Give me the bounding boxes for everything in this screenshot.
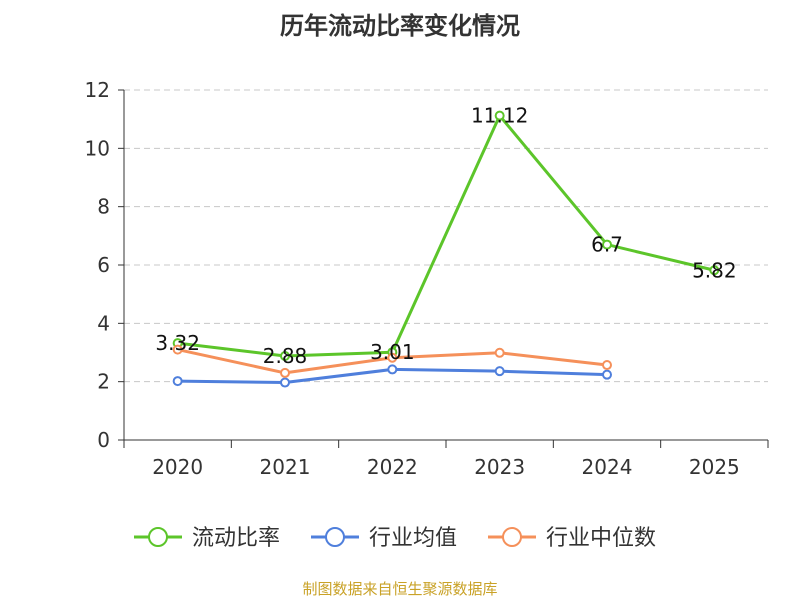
data-point [280, 351, 290, 361]
series-line [177, 114, 715, 358]
legend-label: 流动比率 [192, 526, 280, 551]
chart-title: 历年流动比率变化情况 [280, 12, 520, 40]
data-label: 3.32 [155, 331, 200, 355]
data-point [172, 344, 183, 355]
y-tick-label: 0 [97, 428, 110, 452]
data-point [602, 239, 612, 250]
axes: 0 2 4 6 8 10 12 2020 2021 2022 2023 2024 2025 [85, 78, 769, 479]
data-point [709, 265, 720, 276]
y-tick-label: 4 [97, 311, 110, 335]
y-tick-label: 6 [97, 253, 110, 277]
legend-marker [502, 527, 522, 547]
data-label: 11.12 [471, 104, 528, 128]
legend-label: 行业中位数 [546, 526, 656, 551]
x-tick-label: 2021 [260, 455, 311, 479]
x-tick-label: 2025 [689, 455, 740, 479]
y-tick-label: 10 [85, 136, 110, 160]
x-tick-label: 2020 [152, 455, 203, 479]
data-point [494, 366, 505, 377]
data-label: 6.7 [591, 233, 623, 257]
legend-marker [325, 527, 345, 547]
data-point [494, 110, 505, 121]
data-label: 2.88 [263, 344, 308, 368]
x-tick-label: 2023 [474, 455, 525, 479]
legend-item[interactable]: 行业均值 [311, 526, 457, 551]
grid-lines [124, 89, 768, 383]
data-labels: 3.32 2.88 3.01 11.12 6.7 5.82 [155, 104, 736, 368]
series-lines [172, 110, 720, 388]
x-tick-label: 2024 [582, 455, 633, 479]
data-label: 5.82 [692, 258, 737, 282]
data-point [280, 367, 290, 378]
legend-marker [148, 527, 168, 547]
legend-item[interactable]: 流动比率 [134, 526, 280, 551]
legend-item[interactable]: 行业中位数 [488, 526, 656, 551]
source-note: 制图数据来自恒生聚源数据库 [302, 580, 498, 598]
y-tick-label: 2 [97, 370, 110, 394]
data-point [280, 377, 290, 388]
data-point [387, 352, 398, 363]
data-point [387, 364, 398, 375]
data-point [494, 347, 505, 358]
data-label: 3.01 [370, 340, 415, 364]
legend-label: 行业均值 [369, 526, 457, 551]
data-point [602, 360, 612, 371]
y-tick-label: 8 [97, 195, 110, 219]
data-point [172, 376, 183, 387]
legend[interactable]: 流动比率 行业均值 行业中位数 [134, 526, 656, 551]
x-tick-label: 2022 [367, 455, 418, 479]
y-tick-label: 12 [85, 78, 110, 102]
data-point [602, 369, 612, 380]
